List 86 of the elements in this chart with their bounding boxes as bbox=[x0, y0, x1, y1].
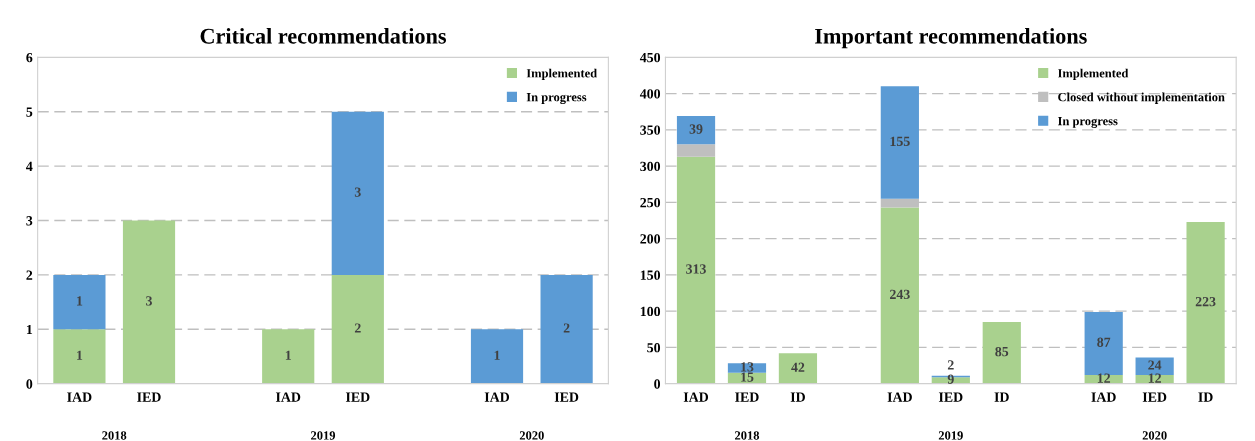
legend-label: In progress bbox=[1057, 116, 1118, 128]
x-tick-label: ID bbox=[1198, 392, 1213, 402]
data-label: 1 bbox=[285, 350, 291, 360]
legend-label: Implemented bbox=[526, 68, 597, 80]
bar bbox=[880, 86, 919, 199]
chart-title: Important recommendations bbox=[815, 28, 1087, 49]
y-tick-label: 200 bbox=[640, 234, 661, 244]
y-tick-label: 250 bbox=[640, 197, 661, 208]
bar bbox=[676, 156, 716, 384]
x-tick-label: IAD bbox=[683, 392, 709, 402]
data-label: 243 bbox=[890, 289, 910, 300]
x-tick-label: IED bbox=[137, 392, 161, 402]
bar bbox=[331, 111, 384, 275]
text: 2018 bbox=[735, 431, 760, 440]
x-tick-label: IAD bbox=[275, 392, 301, 402]
y-tick-label: 150 bbox=[640, 270, 661, 280]
bar bbox=[676, 144, 716, 157]
data-label: 12 bbox=[1148, 373, 1161, 383]
data-label: 223 bbox=[1195, 296, 1216, 307]
text: 2020 bbox=[519, 431, 544, 440]
bar bbox=[982, 322, 1021, 384]
data-label: 24 bbox=[1148, 360, 1162, 370]
data-label: 2 bbox=[947, 360, 954, 370]
bar bbox=[53, 329, 106, 384]
x-tick-label: ID bbox=[790, 392, 805, 402]
data-label: 85 bbox=[995, 346, 1009, 357]
data-label: 42 bbox=[791, 362, 805, 372]
y-tick-label: 100 bbox=[640, 306, 661, 317]
bar bbox=[470, 329, 524, 384]
y-tick-label: 0 bbox=[654, 379, 661, 389]
bar bbox=[331, 274, 384, 384]
y-tick-label: 0 bbox=[26, 379, 33, 389]
x-tick-label: IAD bbox=[67, 392, 92, 402]
legend-label: Implemented bbox=[1057, 68, 1129, 80]
data-label: 9 bbox=[947, 374, 954, 384]
y-tick-label: 300 bbox=[640, 161, 661, 172]
y-tick-label: 1 bbox=[26, 324, 33, 335]
legend-label: In progress bbox=[526, 93, 587, 104]
bar bbox=[262, 329, 315, 384]
text: 2019 bbox=[311, 431, 336, 440]
y-tick-label: 4 bbox=[26, 161, 33, 171]
data-label: 3 bbox=[354, 187, 361, 197]
chart-title: Critical recommendations bbox=[200, 28, 447, 44]
data-label: 155 bbox=[890, 136, 910, 147]
data-label: 3 bbox=[146, 296, 153, 306]
bar bbox=[122, 220, 176, 384]
bar bbox=[1186, 221, 1225, 384]
y-tick-label: 450 bbox=[639, 52, 661, 63]
y-tick-label: 3 bbox=[26, 216, 33, 226]
x-tick-label: IAD bbox=[887, 392, 912, 402]
x-tick-label: IAD bbox=[484, 392, 510, 402]
data-label: 2 bbox=[354, 323, 361, 333]
y-tick-label: 50 bbox=[647, 342, 661, 353]
bar bbox=[1084, 311, 1123, 375]
x-tick-label: IED bbox=[554, 392, 579, 402]
y-tick-label: 2 bbox=[26, 270, 33, 280]
data-label: 12 bbox=[1097, 373, 1111, 383]
y-tick-label: 350 bbox=[640, 125, 661, 135]
text: 2019 bbox=[938, 431, 963, 440]
data-label: 87 bbox=[1097, 337, 1111, 347]
bar bbox=[676, 116, 716, 145]
x-tick-label: ID bbox=[994, 392, 1009, 402]
bar bbox=[53, 274, 106, 330]
y-tick-label: 400 bbox=[639, 89, 661, 99]
data-label: 39 bbox=[689, 124, 703, 134]
bar bbox=[727, 363, 767, 373]
x-tick-label: IAD bbox=[1091, 392, 1116, 402]
y-tick-label: 6 bbox=[26, 52, 33, 63]
bar bbox=[880, 207, 919, 384]
x-tick-label: IED bbox=[345, 392, 370, 402]
legend-label: Closed without implementation bbox=[1058, 92, 1225, 104]
text: 2018 bbox=[102, 431, 127, 440]
bar bbox=[540, 274, 593, 384]
bar bbox=[778, 353, 818, 384]
x-tick-label: IED bbox=[938, 392, 963, 402]
y-tick-label: 5 bbox=[26, 107, 33, 117]
x-tick-label: IED bbox=[1142, 392, 1167, 402]
text: 2020 bbox=[1142, 431, 1167, 440]
data-label: 1 bbox=[77, 350, 83, 360]
data-label: 13 bbox=[741, 362, 754, 372]
x-tick-label: IED bbox=[735, 392, 759, 402]
data-label: 1 bbox=[77, 296, 83, 306]
data-label: 313 bbox=[686, 264, 706, 274]
data-label: 1 bbox=[494, 350, 500, 360]
data-label: 15 bbox=[741, 372, 754, 382]
data-label: 2 bbox=[563, 323, 570, 333]
